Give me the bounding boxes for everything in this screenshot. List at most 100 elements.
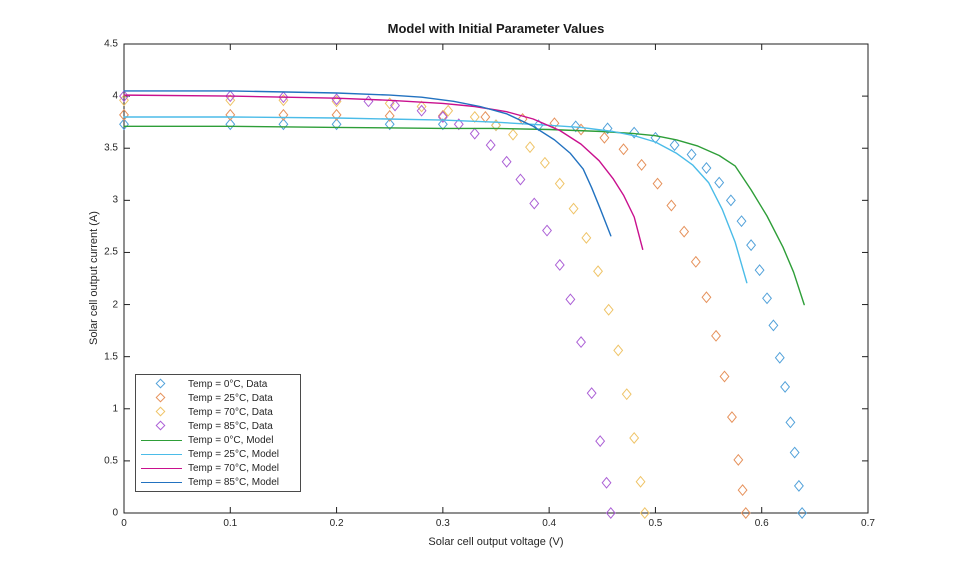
data-point-diamond	[453, 118, 464, 131]
data-point-diamond	[774, 351, 785, 364]
data-point-diamond	[554, 177, 565, 190]
data-point-diamond	[469, 110, 480, 123]
data-point-diamond	[690, 255, 701, 268]
data-point-diamond	[629, 431, 640, 444]
legend-marker	[141, 467, 182, 469]
data-point-diamond	[278, 118, 289, 131]
data-point-diamond	[762, 292, 772, 305]
y-tick-label: 1.5	[104, 351, 118, 363]
data-point-diamond	[363, 95, 374, 108]
data-point-diamond	[225, 90, 236, 103]
data-point-diamond	[636, 158, 647, 171]
legend-line-icon	[136, 461, 188, 475]
legend-diamond-icon	[136, 377, 188, 391]
data-point-diamond	[491, 119, 501, 132]
data-point-diamond	[225, 118, 236, 131]
data-point-diamond	[635, 475, 646, 488]
data-point-diamond	[686, 148, 697, 161]
legend-marker	[141, 481, 182, 483]
data-point-diamond	[679, 225, 690, 238]
legend-label: Temp = 70°C, Model	[188, 462, 279, 474]
data-point-diamond	[416, 104, 427, 117]
data-point-diamond	[384, 97, 395, 110]
legend-entry-data-70c: Temp = 70°C, Data	[136, 405, 300, 419]
data-point-diamond	[565, 293, 576, 306]
data-point-diamond	[603, 303, 614, 316]
data-point-diamond	[789, 446, 800, 459]
legend-marker	[155, 420, 166, 431]
x-tick-label: 0.3	[435, 518, 450, 529]
data-point-diamond	[740, 507, 751, 519]
data-point-diamond	[602, 122, 613, 135]
data-point-diamond	[586, 387, 597, 400]
y-tick-label: 1	[112, 403, 118, 415]
data-point-diamond	[485, 139, 496, 152]
axes-box	[123, 43, 869, 514]
y-tick-label: 3.5	[104, 142, 118, 154]
data-point-diamond	[599, 131, 610, 144]
data-point-diamond	[225, 108, 236, 121]
legend-entry-model-25c: Temp = 25°C, Model	[136, 447, 300, 461]
y-tick-label: 2	[112, 299, 118, 311]
data-point-diamond	[570, 120, 581, 133]
legend-entry-data-85c: Temp = 85°C, Data	[136, 419, 300, 433]
data-point-diamond	[618, 143, 629, 156]
data-point-diamond	[278, 108, 289, 121]
series-data-85c	[119, 90, 616, 519]
data-point-diamond	[652, 177, 663, 190]
data-point-diamond	[639, 507, 650, 519]
data-point-diamond	[719, 370, 730, 383]
legend-entry-model-85c: Temp = 85°C, Model	[136, 475, 300, 489]
y-tick-label: 0.5	[104, 455, 118, 467]
data-point-diamond	[437, 109, 448, 122]
data-point-diamond	[725, 194, 736, 207]
data-point-diamond	[629, 126, 640, 139]
data-point-diamond	[711, 329, 721, 342]
legend-diamond-icon	[136, 405, 188, 419]
x-tick-label: 0.2	[329, 518, 344, 529]
data-point-diamond	[601, 476, 612, 489]
data-point-diamond	[669, 139, 680, 152]
legend-entry-model-70c: Temp = 70°C, Model	[136, 461, 300, 475]
y-tick-label: 2.5	[104, 246, 118, 258]
data-point-diamond	[701, 162, 712, 175]
data-point-diamond	[595, 435, 606, 448]
chart-title: Model with Initial Parameter Values	[387, 21, 605, 36]
x-tick-label: 0.4	[542, 518, 557, 529]
data-point-diamond	[384, 118, 395, 131]
legend-entry-data-0c: Temp = 0°C, Data	[136, 377, 300, 391]
data-point-diamond	[780, 380, 791, 393]
y-axis-label: Solar cell output current (A)	[88, 211, 100, 345]
series-model-70c	[123, 94, 644, 250]
legend-label: Temp = 0°C, Data	[188, 378, 268, 390]
x-tick-label: 0.1	[223, 518, 238, 529]
data-point-diamond	[539, 156, 550, 169]
data-point-diamond	[581, 231, 592, 244]
data-point-diamond	[119, 90, 129, 103]
data-point-diamond	[525, 141, 535, 154]
data-point-diamond	[515, 173, 526, 186]
data-point-diamond	[701, 291, 712, 304]
data-point-diamond	[727, 411, 737, 424]
data-point-diamond	[443, 104, 454, 117]
data-point-diamond	[568, 202, 579, 215]
legend-label: Temp = 25°C, Model	[188, 448, 279, 460]
data-point-diamond	[666, 199, 677, 212]
legend-marker	[155, 392, 166, 403]
legend-marker	[155, 378, 166, 389]
legend-label: Temp = 25°C, Data	[188, 392, 273, 404]
data-point-diamond	[416, 100, 427, 113]
legend: Temp = 0°C, Data Temp = 25°C, Data Temp = …	[135, 374, 301, 492]
y-tick-label: 4.5	[104, 38, 118, 50]
data-point-diamond	[593, 265, 603, 278]
series-data-70c	[119, 94, 650, 519]
legend-marker	[155, 406, 166, 417]
series-model-85c	[123, 90, 612, 237]
data-point-diamond	[576, 336, 586, 349]
data-point-diamond	[331, 95, 342, 108]
legend-label: Temp = 85°C, Data	[188, 420, 273, 432]
legend-line-icon	[136, 447, 188, 461]
x-tick-label: 0.5	[648, 518, 663, 529]
